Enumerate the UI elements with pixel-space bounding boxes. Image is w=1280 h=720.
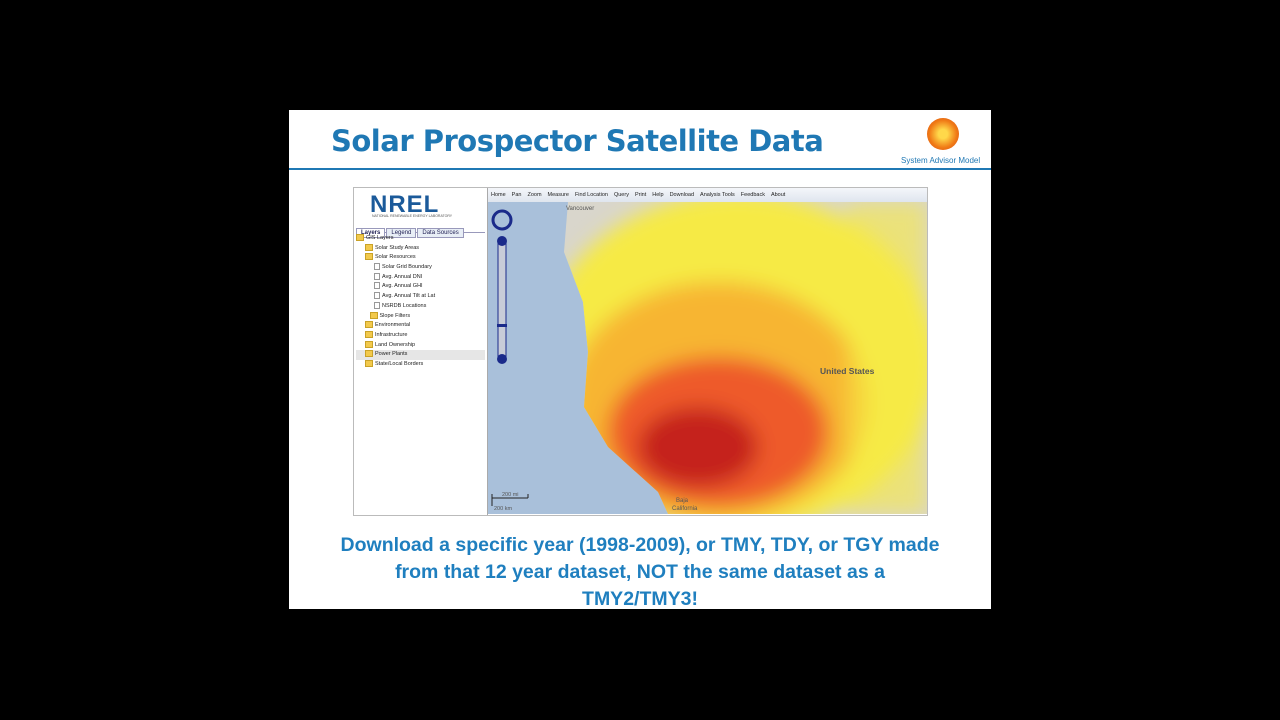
caption-line: Download a specific year (1998-2009), or… [340,534,940,556]
nrel-subtitle: NATIONAL RENEWABLE ENERGY LABORATORY [372,214,453,218]
tree-label: Power Plants [375,351,408,358]
title-rule [289,168,991,170]
tree-label: Infrastructure [375,331,408,338]
tree-icon [365,340,373,348]
sam-logo [927,118,959,150]
solar-overlay [564,202,927,514]
tree-icon [365,321,373,329]
tree-label: Solar Study Areas [375,244,420,251]
tree-icon [365,243,373,251]
map[interactable]: Vancouver United States Baja California 200 … [488,202,927,514]
toolbar: Home Pan Zoom Measure Find Location Query Prin… [488,188,927,203]
toolbar-button[interactable]: Query [613,192,629,198]
tree-item[interactable]: State/Local Borders [356,359,485,370]
map-label: United States [820,366,875,376]
nrel-logo: NREL [370,191,440,218]
toolbar-button[interactable]: Print [634,192,647,198]
tree-label: Solar Resources [375,254,416,261]
caption-line: TMY2/TMY3! [582,588,698,610]
tree-item[interactable]: Avg. Annual DNI [356,272,485,283]
toolbar-button[interactable]: Measure [547,192,569,198]
tree-icon [365,330,373,338]
map-label: Baja [676,498,689,504]
tree-label: Land Ownership [375,341,416,348]
tab[interactable]: Data Sources [417,228,464,238]
tree-item[interactable]: Slope Filters [356,311,485,322]
tree-item[interactable]: Avg. Annual GHI [356,282,485,292]
tree-icon [374,263,380,271]
logo-caption: System Advisor Model [901,156,981,165]
layer-tree: GIS Layers Solar Study Areas Solar Resourc… [356,234,485,370]
tree-label: Environmental [375,322,411,329]
scale-bar [491,494,529,506]
slide-title: Solar Prospector Satellite Data [331,124,824,158]
toolbar-button[interactable]: About [770,192,786,198]
tree-item[interactable]: Infrastructure [356,330,485,341]
toolbar-button[interactable]: Pan [511,192,522,198]
slide: Solar Prospector Satellite Data System A… [289,110,991,610]
toolbar-button[interactable]: Feedback [740,192,765,198]
tab-bar: Layers Legend Data Sources [356,221,485,238]
toolbar-button[interactable]: Zoom [527,192,542,198]
map-label: California [672,506,698,512]
tree-label: State/Local Borders [375,360,424,367]
tree-item[interactable]: Avg. Annual Tilt at Lat [356,292,485,302]
tree-icon [369,311,378,319]
tree-item[interactable]: NSRDB Locations [356,301,485,312]
toolbar-button[interactable]: Analysis Tools [700,192,735,198]
tab[interactable]: Legend [386,228,417,238]
toolbar-button[interactable]: Home [491,192,506,198]
tree-icon [374,301,380,309]
tree-icon [374,282,380,290]
tree-item[interactable]: Land Ownership [356,340,485,351]
tree-label: Avg. Annual DNI [382,273,423,280]
tree-label: Slope Filters [379,312,411,319]
map-label: 200 mi [502,492,519,498]
tree-icon [356,234,364,242]
tree-icon [365,359,373,367]
tree-item[interactable]: Power Plants [356,350,485,360]
tree-item[interactable]: Solar Grid Boundary [356,263,485,273]
toolbar-button[interactable]: Help [652,192,664,198]
tree-icon [365,350,373,358]
tree-label: GIS Layers [366,235,394,241]
caption-line: from that 12 year dataset, NOT the same … [395,561,885,583]
tree-item[interactable]: Solar Resources [356,253,485,263]
tab[interactable]: Layers [356,228,386,238]
tree-label: Avg. Annual Tilt at Lat [382,293,436,300]
tree-icon [374,292,380,300]
tree-label: Solar Grid Boundary [382,264,432,271]
layer-panel: NREL NATIONAL RENEWABLE ENERGY LABORATOR… [354,188,488,515]
map-label: 200 km [494,506,512,512]
tree-label: Avg. Annual GHI [382,283,423,290]
tree-item[interactable]: GIS Layers [356,234,485,244]
toolbar-button[interactable]: Download [669,192,695,198]
tree-label: NSRDB Locations [382,302,427,309]
toolbar-button[interactable]: Find Location [574,192,608,198]
map-label: Vancouver [566,206,594,212]
tree-item[interactable]: Solar Study Areas [356,243,485,254]
app-screenshot: NREL NATIONAL RENEWABLE ENERGY LABORATOR… [353,187,928,516]
tree-icon [374,272,380,280]
zoom-control[interactable] [491,209,513,364]
tree-icon [365,253,373,261]
tree-item[interactable]: Environmental [356,321,485,331]
